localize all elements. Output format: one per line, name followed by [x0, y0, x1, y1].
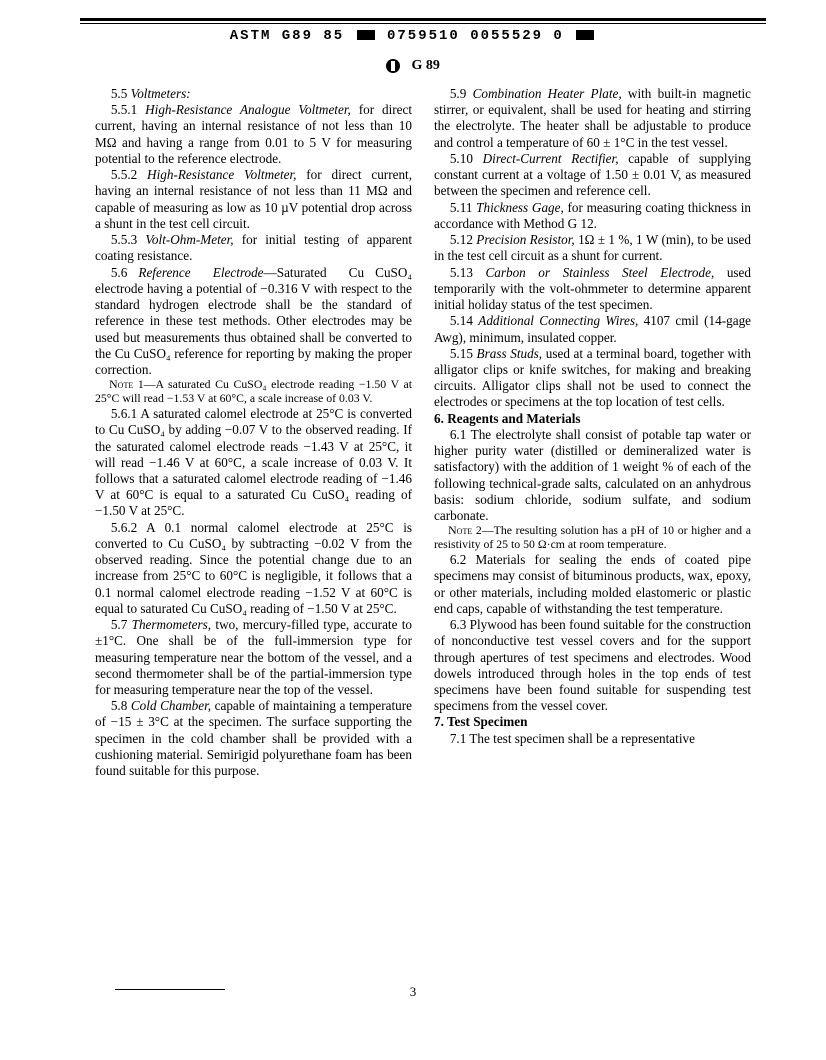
page-number: 3: [0, 984, 826, 1000]
header-rule-thin: [80, 23, 766, 24]
document-page: ASTM G89 85 0759510 0055529 0 G 89 5.5 V…: [0, 0, 826, 1060]
para: 5.5 Voltmeters:: [95, 86, 412, 102]
black-block-icon: [576, 30, 594, 40]
header-code-left: ASTM G89 85: [230, 28, 344, 44]
para: 7.1 The test specimen shall be a represe…: [434, 731, 751, 747]
para: 5.6.2 A 0.1 normal calomel electrode at …: [95, 520, 412, 617]
para: 5.5.3 Volt-Ohm-Meter, for initial testin…: [95, 232, 412, 264]
para: 5.8 Cold Chamber, capable of maintaining…: [95, 698, 412, 779]
para: 6.1 The electrolyte shall consist of pot…: [434, 427, 751, 524]
para: 6.2 Materials for sealing the ends of co…: [434, 552, 751, 617]
para: 5.7 Thermometers, two, mercury-filled ty…: [95, 617, 412, 698]
section-heading: 6. Reagents and Materials: [434, 411, 751, 427]
note: Note 1—A saturated Cu CuSO₄ electrode re…: [95, 378, 412, 406]
para: 6.3 Plywood has been found suitable for …: [434, 617, 751, 714]
para: 5.13 Carbon or Stainless Steel Electrode…: [434, 265, 751, 314]
section-heading: 7. Test Specimen: [434, 714, 751, 730]
para: 5.6 Reference Electrode—Saturated Cu CuS…: [95, 265, 412, 379]
header-code-line: ASTM G89 85 0759510 0055529 0: [0, 28, 826, 44]
para: 5.9 Combination Heater Plate, with built…: [434, 86, 751, 151]
black-block-icon: [357, 30, 375, 40]
header-rule-thick: [80, 18, 766, 21]
para: 5.5.1 High-Resistance Analogue Voltmeter…: [95, 102, 412, 167]
para: 5.5.2 High-Resistance Voltmeter, for dir…: [95, 167, 412, 232]
para: 5.12 Precision Resistor, 1Ω ± 1 %, 1 W (…: [434, 232, 751, 264]
note: Note 2—The resulting solution has a pH o…: [434, 524, 751, 552]
para: 5.15 Brass Studs, used at a terminal boa…: [434, 346, 751, 411]
astm-logo-icon: [386, 59, 400, 73]
body-columns: 5.5 Voltmeters: 5.5.1 High-Resistance An…: [95, 86, 751, 970]
para: 5.10 Direct-Current Rectifier, capable o…: [434, 151, 751, 200]
header-code-mid: 0759510 0055529 0: [387, 28, 564, 44]
para: 5.6.1 A saturated calomel electrode at 2…: [95, 406, 412, 520]
document-label: G 89: [0, 58, 826, 74]
para: 5.11 Thickness Gage, for measuring coati…: [434, 200, 751, 232]
para: 5.14 Additional Connecting Wires, 4107 c…: [434, 313, 751, 345]
document-label-text: G 89: [412, 58, 440, 73]
